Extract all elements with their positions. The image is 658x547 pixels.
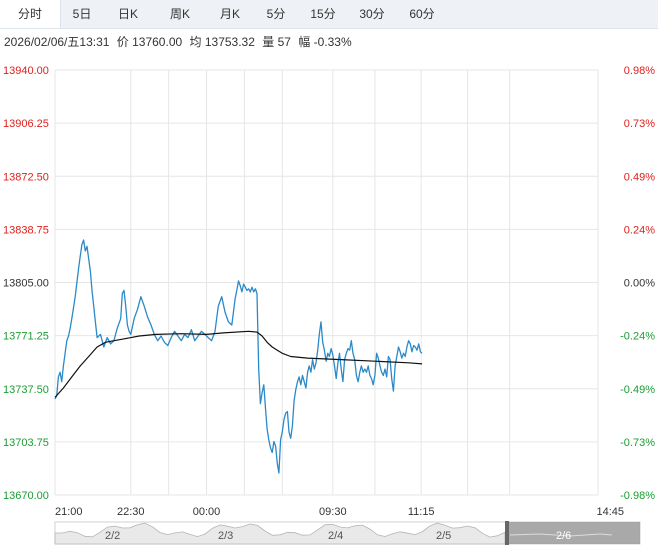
y-tick-label-price: 13872.50 bbox=[3, 171, 49, 183]
tab-分时[interactable]: 分时 bbox=[0, 0, 61, 28]
y-tick-label-percent: 0.49% bbox=[624, 171, 655, 183]
y-tick-label-percent: -0.49% bbox=[620, 384, 655, 396]
average-price-line bbox=[54, 330, 423, 398]
navigator-day-label: 2/3 bbox=[218, 530, 233, 542]
quote-price: 价 13760.00 bbox=[116, 35, 183, 49]
tab-60分[interactable]: 60分 bbox=[409, 7, 435, 21]
x-tick-label: 22:30 bbox=[117, 506, 145, 518]
y-tick-label-percent: 0.00% bbox=[624, 278, 655, 290]
y-tick-label-price: 13906.25 bbox=[3, 118, 49, 130]
quote-change: 幅 -0.33% bbox=[298, 35, 352, 49]
quote-datetime: 2026/02/06/五13:31 bbox=[4, 35, 110, 49]
tab-5分[interactable]: 5分 bbox=[266, 7, 286, 21]
y-tick-label-price: 13737.50 bbox=[3, 384, 49, 396]
y-tick-label-price: 13805.00 bbox=[3, 278, 49, 290]
x-tick-label: 14:45 bbox=[596, 506, 624, 518]
x-tick-label: 21:00 bbox=[55, 506, 83, 518]
y-tick-label-percent: -0.98% bbox=[620, 490, 655, 502]
tab-周K[interactable]: 周K bbox=[169, 7, 190, 21]
quote-average: 均 13753.32 bbox=[189, 35, 255, 49]
navigator-left-handle[interactable] bbox=[505, 521, 509, 545]
x-tick-label: 11:15 bbox=[408, 506, 435, 518]
y-tick-label-price: 13670.00 bbox=[3, 490, 49, 502]
tab-30分[interactable]: 30分 bbox=[359, 7, 385, 21]
navigator-day-label: 2/5 bbox=[436, 530, 451, 542]
price-line bbox=[54, 239, 423, 474]
tab-月K[interactable]: 月K bbox=[219, 7, 240, 21]
tab-日K[interactable]: 日K bbox=[117, 7, 138, 21]
y-tick-label-percent: 0.98% bbox=[624, 65, 655, 77]
quote-volume: 量 57 bbox=[262, 35, 291, 49]
y-tick-label-percent: -0.24% bbox=[620, 331, 655, 343]
quote-info-bar: 2026/02/06/五13:31 价 13760.00 均 13753.32 … bbox=[4, 33, 356, 51]
y-tick-label-percent: -0.73% bbox=[620, 437, 655, 449]
navigator-selected-line bbox=[509, 533, 613, 537]
navigator-selected-range[interactable] bbox=[507, 522, 640, 544]
y-tick-label-price: 13838.75 bbox=[3, 224, 49, 236]
navigator-day-label: 2/2 bbox=[105, 530, 120, 542]
tab-15分[interactable]: 15分 bbox=[310, 7, 336, 21]
y-tick-label-price: 13771.25 bbox=[3, 331, 49, 343]
y-tick-label-percent: 0.73% bbox=[624, 118, 655, 130]
y-tick-label-percent: 0.24% bbox=[624, 224, 655, 236]
x-tick-label: 09:30 bbox=[319, 506, 347, 518]
tab-5日[interactable]: 5日 bbox=[72, 7, 92, 21]
navigator-history-area bbox=[54, 522, 506, 545]
period-tab-bar: 分时 5日 日K 周K 月K 5分 15分 30分 60分 bbox=[0, 0, 658, 29]
y-tick-label-price: 13940.00 bbox=[3, 65, 49, 77]
x-tick-label: 00:00 bbox=[193, 506, 221, 518]
navigator-day-label: 2/6 bbox=[556, 530, 571, 542]
y-tick-label-price: 13703.75 bbox=[3, 437, 49, 449]
navigator-day-label: 2/4 bbox=[328, 530, 343, 542]
